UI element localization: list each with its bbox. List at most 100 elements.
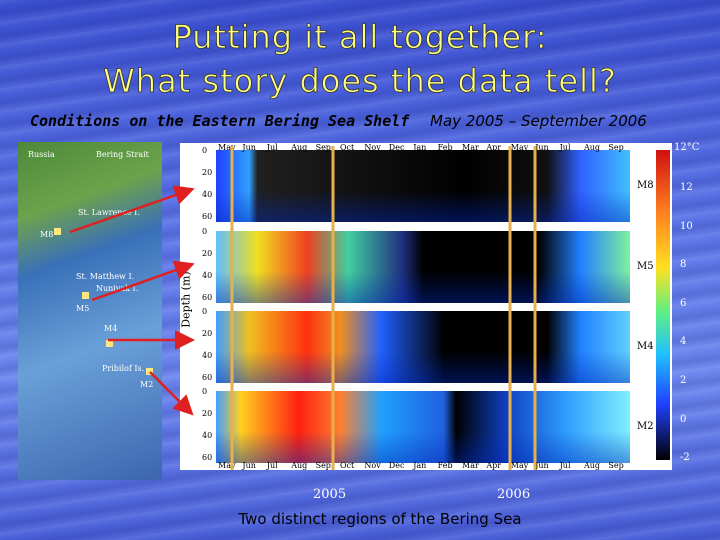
month-label: May — [510, 143, 529, 152]
colorbar-tick-label: 10 — [680, 220, 693, 232]
map-label: Nunivak I. — [96, 284, 139, 293]
title-line: What story does the data tell? — [103, 62, 617, 101]
month-label: Oct — [340, 461, 355, 470]
depth-tick-label: 40 — [202, 351, 213, 360]
month-label: May — [218, 461, 236, 470]
month-label: Aug — [291, 143, 308, 152]
subtitle-period: May 2005 – September 2006 — [430, 112, 647, 130]
month-label: Dec — [388, 461, 405, 470]
arrow — [69, 185, 195, 234]
heatmap-panel — [216, 391, 630, 463]
heatmap-panel — [216, 150, 630, 222]
depth-tick-label: 20 — [202, 329, 213, 338]
month-label: Dec — [388, 143, 405, 152]
depth-tick-label: 20 — [202, 409, 213, 418]
station-marker — [106, 340, 113, 347]
heatmap-shade — [216, 351, 630, 383]
station-marker — [82, 292, 89, 299]
month-label: Jan — [413, 143, 427, 152]
map: Russia Bering Strait St. Lawrence I. M8 St. … — [18, 142, 162, 480]
colorbar-tick-label: 4 — [680, 336, 687, 348]
heatmap-shade — [216, 431, 630, 463]
station-arrows — [69, 185, 195, 416]
depth-tick-label: 40 — [202, 271, 213, 280]
mooring-figure: 0 20 40 60 M8 0 20 40 60 M5 0 20 40 60 M4 0 20 40 60 M2 May M… — [180, 143, 672, 470]
mooring-label: M8 — [637, 180, 654, 191]
depth-tick-label: 40 — [202, 431, 213, 440]
mooring-label: M5 — [637, 261, 654, 272]
heatmap-shade — [216, 190, 630, 222]
month-label: Sep — [315, 461, 331, 470]
depth-tick-label: 60 — [202, 293, 213, 302]
month-label: Jul — [266, 143, 278, 152]
map-label: M5 — [76, 304, 90, 313]
month-label: Aug — [584, 461, 601, 470]
month-label: Apr — [486, 143, 502, 152]
month-label: Feb — [437, 461, 453, 470]
month-label: Mar — [462, 143, 479, 152]
colorbar-tick-label: 0 — [680, 413, 687, 425]
month-label: Jun — [242, 143, 256, 152]
station-marker — [54, 228, 61, 235]
arrow — [149, 371, 194, 416]
colorbar-unit: 12°C — [674, 142, 700, 153]
depth-tick-label: 60 — [202, 373, 213, 382]
colorbar-tick-label: 2 — [680, 375, 687, 386]
year-label: 2006 — [497, 487, 531, 502]
depth-tick-label: 40 — [202, 190, 213, 199]
colorbar-tick-label: 12 — [680, 182, 693, 193]
colorbar-tick-label: 6 — [680, 297, 687, 309]
month-label: Jun — [242, 461, 256, 470]
depth-tick-label: 60 — [202, 212, 213, 221]
month-label: Oct — [340, 143, 355, 152]
map-label: St. Matthew I. — [76, 272, 135, 281]
month-label: Sep — [608, 143, 624, 152]
month-label: Aug — [584, 143, 601, 152]
month-label: Jul — [559, 143, 571, 152]
map-label: St. Lawrence I. — [78, 208, 140, 217]
map-label: M8 — [40, 230, 54, 239]
month-label: Apr — [486, 461, 502, 470]
map-label: M2 — [140, 380, 154, 389]
depth-tick-label: 20 — [202, 249, 213, 258]
heatmap-panel — [216, 231, 630, 303]
colorbar-labels: 12°C 12 10 8 6 4 2 0 -2 — [674, 142, 720, 472]
colorbar-tick-label: -2 — [680, 452, 690, 464]
station-marker — [146, 368, 153, 375]
depth-tick-label: 0 — [202, 227, 208, 236]
month-label: Sep — [608, 461, 624, 470]
heatmap-shade — [216, 271, 630, 303]
month-label: May — [510, 461, 529, 470]
month-label: Nov — [364, 461, 381, 470]
arrow — [91, 260, 195, 302]
year-label: 2005 — [313, 487, 347, 502]
map-label: Pribilof Is. — [102, 364, 145, 373]
month-label: Jun — [535, 461, 549, 470]
month-label: Jun — [535, 143, 549, 152]
mooring-label: M2 — [637, 421, 654, 432]
month-label: May — [218, 143, 236, 152]
caption: Two distinct regions of the Bering Sea — [238, 510, 522, 528]
map-label: M4 — [104, 324, 118, 333]
depth-tick-label: 0 — [202, 146, 208, 155]
month-label: Jul — [266, 461, 278, 470]
month-label: Jul — [559, 461, 571, 470]
month-label: Jan — [413, 461, 427, 470]
month-label: Mar — [462, 461, 479, 470]
month-label: Sep — [315, 143, 331, 152]
season-markers — [230, 146, 537, 470]
depth-tick-label: 20 — [202, 168, 213, 177]
mooring-label: M4 — [637, 341, 654, 352]
map-label: Bering Strait — [96, 150, 149, 159]
subtitle-region: Conditions on the Eastern Bering Sea She… — [30, 112, 410, 130]
depth-tick-label: 60 — [202, 453, 213, 462]
colorbar-tick-label: 8 — [680, 259, 687, 271]
title-line: Putting it all together: — [172, 18, 548, 57]
map-label: Russia — [28, 150, 55, 159]
month-label: Nov — [364, 143, 381, 152]
heatmap-panel — [216, 311, 630, 383]
month-label: Feb — [437, 143, 453, 152]
depth-tick-label: 0 — [202, 307, 208, 316]
